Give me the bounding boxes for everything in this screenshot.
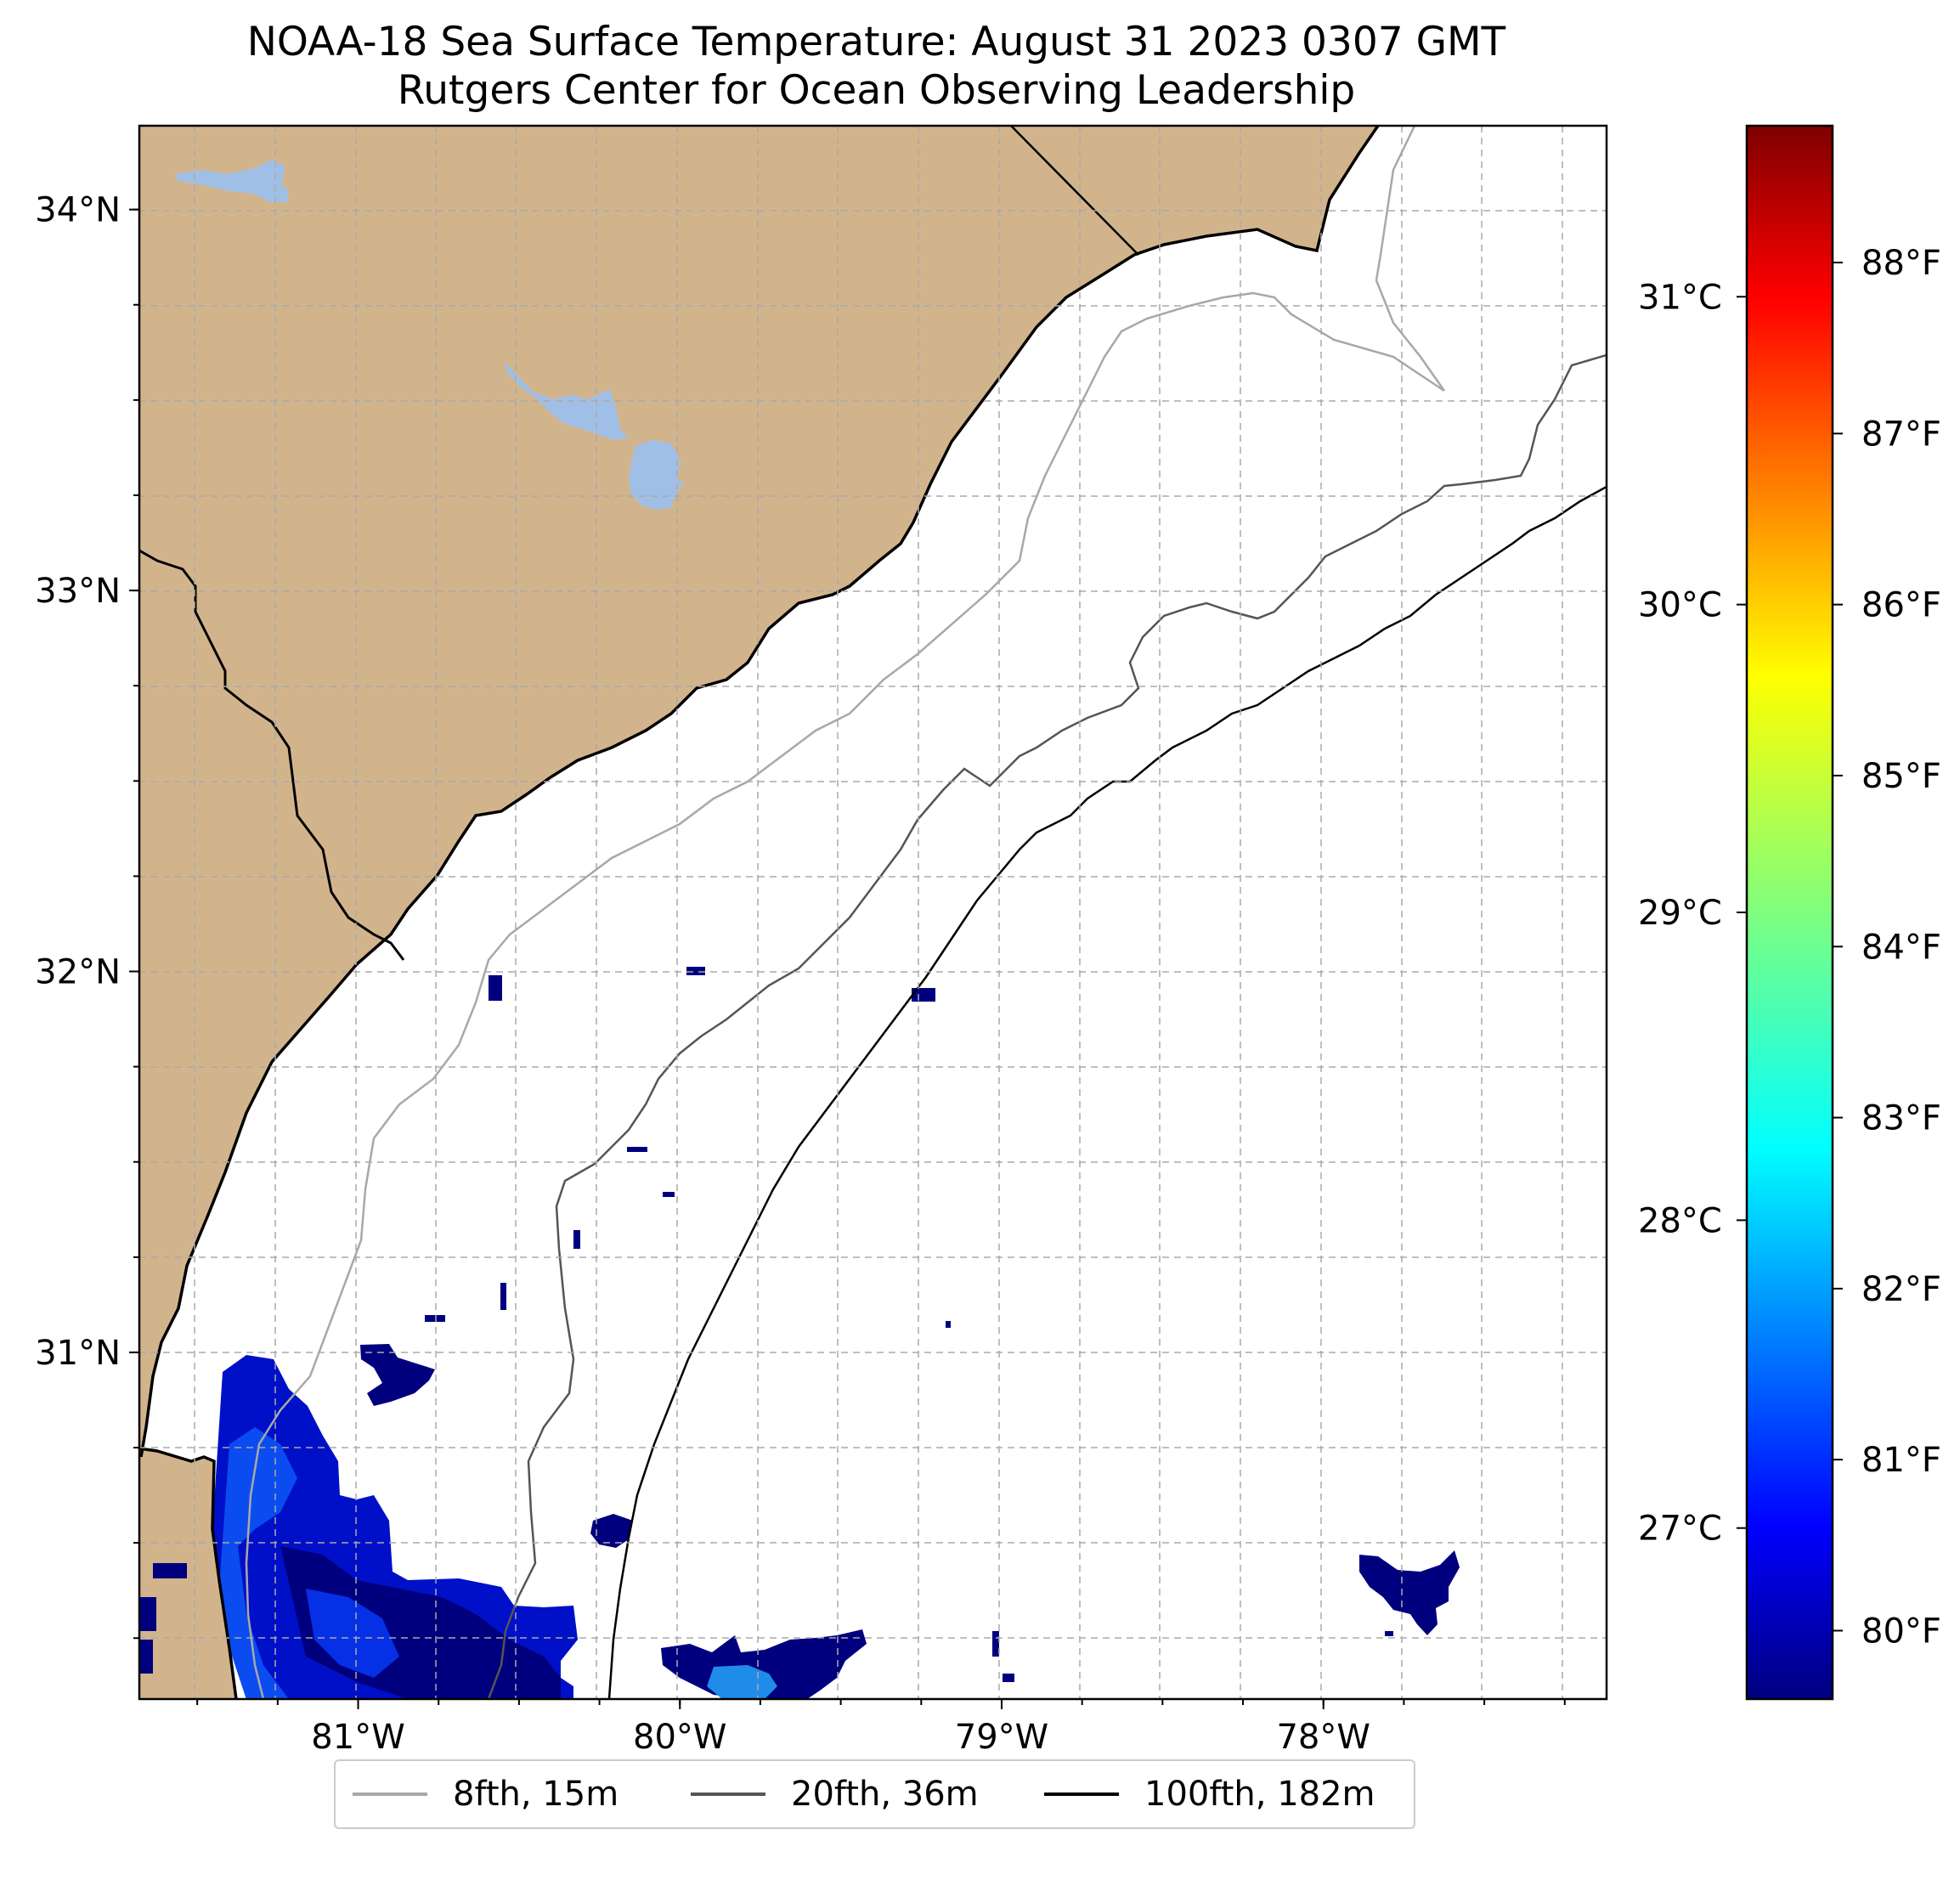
colorbar-f-label: 86°F	[1861, 586, 1941, 625]
lat-tick-label: 34°N	[35, 191, 121, 230]
colorbar-c-label: 28°C	[1638, 1201, 1722, 1240]
lon-tick-label: 78°W	[1276, 1718, 1370, 1757]
colorbar-c-label: 31°C	[1638, 278, 1722, 317]
chart-subtitle: Rutgers Center for Ocean Observing Leade…	[397, 67, 1356, 114]
colorbar-f-label: 80°F	[1861, 1612, 1941, 1651]
map-frame	[138, 124, 1608, 1701]
colorbar-ticks	[1737, 262, 1843, 1632]
isobath-100fth	[607, 485, 1607, 1699]
legend-item-100fth: 100fth, 182m	[1044, 1761, 1375, 1827]
lon-tick-label: 79°W	[955, 1718, 1048, 1757]
colorbar-c-label: 27°C	[1638, 1510, 1722, 1549]
coastline	[139, 126, 1380, 1458]
legend-item-20fth: 20fth, 36m	[691, 1761, 979, 1827]
borders	[139, 126, 1139, 961]
sst-pixels	[139, 967, 1460, 1699]
legend: 8fth, 15m 20fth, 36m 100fth, 182m	[334, 1759, 1415, 1829]
legend-item-8fth: 8fth, 15m	[353, 1761, 619, 1827]
lakes	[174, 160, 684, 510]
colorbar-f-label: 87°F	[1861, 415, 1941, 454]
colorbar-f-label: 82°F	[1861, 1270, 1941, 1309]
colorbar-labels: 88°F 87°F 86°F 85°F 84°F 83°F 82°F 81°F 80°F 31°C…	[1638, 244, 1941, 1651]
lon-tick-label: 80°W	[633, 1718, 726, 1757]
chart-title: NOAA-18 Sea Surface Temperature: August …	[246, 19, 1506, 65]
axis-ticks	[129, 208, 1566, 1709]
lon-tick-label: 81°W	[311, 1718, 404, 1757]
colorbar-f-label: 88°F	[1861, 244, 1941, 283]
colorbar-f-label: 85°F	[1861, 757, 1941, 796]
colorbar-c-label: 30°C	[1638, 586, 1722, 625]
legend-swatch-8fth	[353, 1792, 427, 1796]
coastline-southwest	[139, 1447, 238, 1699]
colorbar-c-label: 29°C	[1638, 894, 1722, 933]
colorbar	[1745, 124, 1834, 1701]
colorbar-f-label: 84°F	[1861, 928, 1941, 967]
lat-tick-label: 33°N	[35, 572, 121, 611]
gridlines	[139, 126, 1607, 1699]
lat-tick-label: 32°N	[35, 953, 121, 992]
legend-label-20fth: 20fth, 36m	[791, 1775, 979, 1814]
legend-label-8fth: 8fth, 15m	[453, 1775, 619, 1814]
colorbar-f-label: 81°F	[1861, 1441, 1941, 1480]
legend-swatch-20fth	[691, 1792, 765, 1796]
land	[139, 126, 1378, 1457]
axis-labels: 81°W 80°W 79°W 78°W 34°N 33°N 32°N 31°N	[35, 191, 1370, 1757]
colorbar-f-label: 83°F	[1861, 1099, 1941, 1138]
isobath-20fth	[487, 353, 1607, 1699]
legend-label-100fth: 100fth, 182m	[1144, 1775, 1375, 1814]
isobath-8fth	[245, 126, 1446, 1699]
legend-swatch-100fth	[1044, 1792, 1119, 1796]
lat-tick-label: 31°N	[35, 1334, 121, 1373]
